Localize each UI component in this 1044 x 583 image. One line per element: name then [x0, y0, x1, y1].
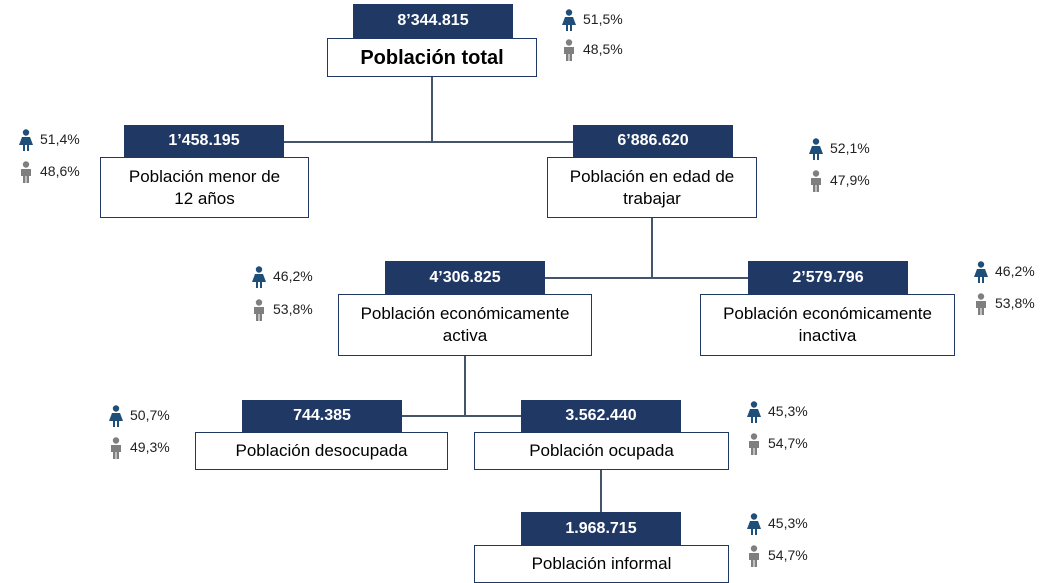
node-label: Población desocupada: [195, 432, 448, 470]
female-icon: [974, 261, 988, 283]
node-label: Población menor de 12 años: [100, 157, 309, 218]
male-pct: 54,7%: [768, 547, 808, 563]
male-pct: 48,5%: [583, 41, 623, 57]
female-pct: 51,5%: [583, 11, 623, 27]
male-icon: [21, 161, 31, 183]
node-value: 1’458.195: [124, 125, 284, 157]
node-value: 744.385: [242, 400, 402, 432]
label-line: Población informal: [531, 554, 672, 573]
label-line: 12 años: [174, 188, 235, 208]
female-pct: 52,1%: [830, 140, 870, 156]
node-label: Población informal: [474, 545, 729, 583]
female-icon: [747, 401, 761, 423]
female-pct: 50,7%: [130, 407, 170, 423]
label-line: activa: [442, 326, 488, 345]
female-pct: 51,4%: [40, 131, 80, 147]
male-icon: [111, 437, 121, 459]
node-label: Población económicamente inactiva: [700, 294, 955, 356]
node-value: 1.968.715: [521, 512, 681, 545]
male-icon: [749, 545, 759, 567]
label-line: Población total: [360, 46, 504, 69]
node-value: 8’344.815: [353, 4, 513, 38]
male-pct: 54,7%: [768, 435, 808, 451]
female-icon: [809, 138, 823, 160]
label-line: inactiva: [798, 326, 857, 345]
female-pct: 45,3%: [768, 403, 808, 419]
female-icon: [562, 9, 576, 31]
label-line: Población ocupada: [529, 441, 674, 460]
node-label: Población en edad de trabajar: [547, 157, 757, 218]
male-icon: [811, 170, 821, 192]
female-icon: [252, 266, 266, 288]
node-label: Población ocupada: [474, 432, 729, 470]
male-pct: 53,8%: [273, 301, 313, 317]
female-pct: 45,3%: [768, 515, 808, 531]
node-value: 3.562.440: [521, 400, 681, 432]
node-label: Población total: [327, 38, 537, 77]
label-line: Población en edad de: [569, 166, 735, 186]
male-icon: [976, 293, 986, 315]
male-icon: [254, 299, 264, 321]
male-pct: 49,3%: [130, 439, 170, 455]
female-pct: 46,2%: [995, 263, 1035, 279]
node-value: 4’306.825: [385, 261, 545, 294]
label-line: Población menor de: [128, 166, 281, 186]
female-icon: [19, 129, 33, 151]
label-line: Población desocupada: [235, 441, 408, 460]
female-icon: [747, 513, 761, 535]
male-pct: 53,8%: [995, 295, 1035, 311]
label-line: Población económicamente: [360, 304, 570, 323]
male-icon: [749, 433, 759, 455]
label-line: trabajar: [623, 188, 681, 208]
male-pct: 48,6%: [40, 163, 80, 179]
node-value: 6’886.620: [573, 125, 733, 157]
male-icon: [564, 39, 574, 61]
male-pct: 47,9%: [830, 172, 870, 188]
node-label: Población económicamente activa: [338, 294, 592, 356]
node-value: 2’579.796: [748, 261, 908, 294]
label-line: Población económicamente: [723, 304, 932, 323]
female-pct: 46,2%: [273, 268, 313, 284]
female-icon: [109, 405, 123, 427]
